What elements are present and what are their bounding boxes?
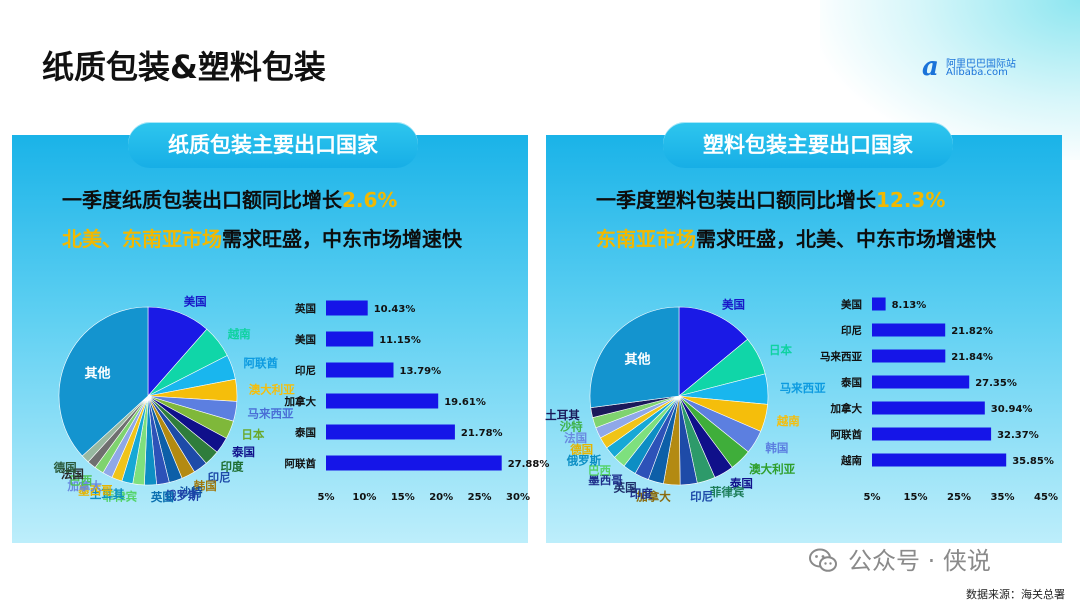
alibaba-logo-icon: a: [922, 52, 939, 82]
wechat-icon: [809, 548, 837, 572]
plastic-market-rest: 需求旺盛，北美、中东市场增速快: [696, 227, 996, 251]
plastic-growth-prefix: 一季度塑料包装出口额同比增长: [596, 188, 876, 212]
paper-headline-growth: 一季度纸质包装出口额同比增长2.6%: [62, 184, 397, 213]
plastic-market-highlight: 东南亚市场: [596, 227, 696, 251]
plastic-headline-markets: 东南亚市场需求旺盛，北美、中东市场增速快: [596, 223, 996, 252]
watermark-text: 公众号 · 侠说: [848, 547, 991, 575]
logo-en-text: Alibaba.com: [946, 67, 1008, 78]
logo-cn-text: 阿里巴巴国际站: [946, 59, 1016, 70]
paper-market-rest: 需求旺盛，中东市场增速快: [222, 227, 462, 251]
paper-panel-tab: 纸质包装主要出口国家: [128, 122, 418, 168]
plastic-panel-tab: 塑料包装主要出口国家: [663, 122, 953, 168]
plastic-headline-growth: 一季度塑料包装出口额同比增长12.3%: [596, 184, 945, 213]
paper-headline-markets: 北美、东南亚市场需求旺盛，中东市场增速快: [62, 223, 462, 252]
plastic-growth-value: 12.3%: [876, 188, 946, 212]
page-title: 纸质包装&塑料包装: [42, 48, 326, 86]
alibaba-logo: a 阿里巴巴国际站 Alibaba.com: [922, 54, 1042, 80]
paper-growth-prefix: 一季度纸质包装出口额同比增长: [62, 188, 342, 212]
paper-market-highlight: 北美、东南亚市场: [62, 227, 222, 251]
data-source: 数据来源：海关总署: [966, 588, 1065, 601]
paper-growth-value: 2.6%: [342, 188, 398, 212]
